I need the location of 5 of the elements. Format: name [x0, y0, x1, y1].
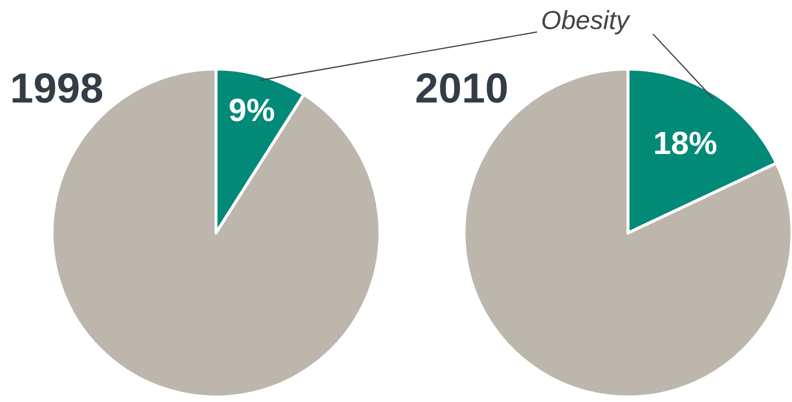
- chart-title: 2010: [415, 64, 508, 112]
- data-label: 18%: [653, 124, 718, 161]
- slice-label: Obesity: [541, 5, 630, 36]
- data-label: 9%: [228, 92, 275, 128]
- text: 1998: [10, 64, 104, 112]
